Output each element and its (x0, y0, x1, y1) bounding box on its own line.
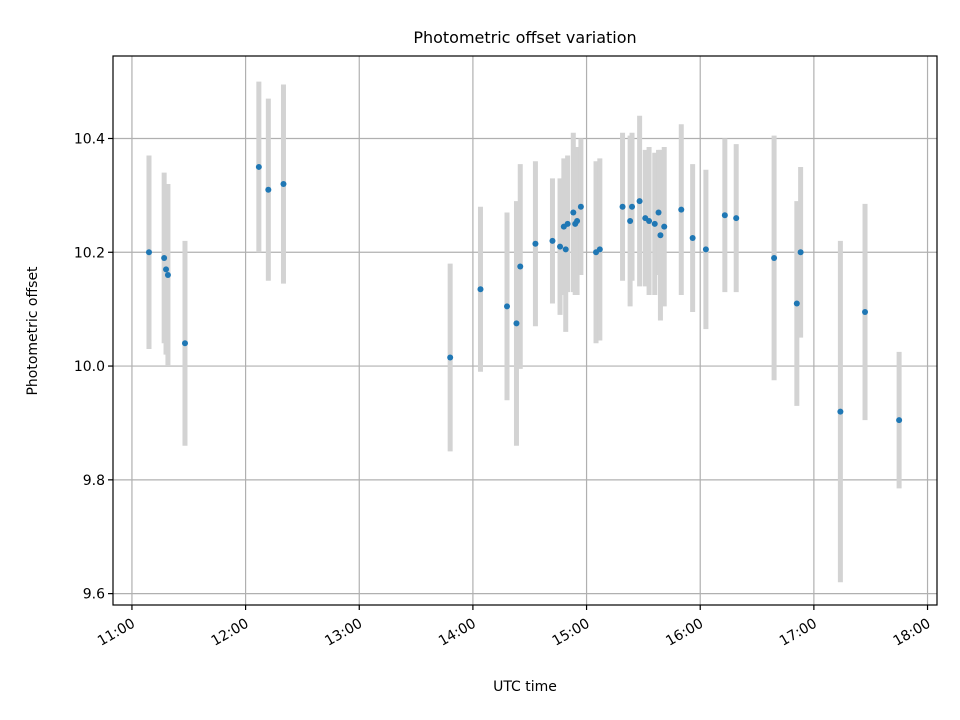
data-point (896, 417, 903, 424)
data-point (513, 320, 520, 327)
data-point (549, 237, 556, 244)
data-point (636, 198, 643, 205)
data-point (504, 303, 511, 310)
chart-title: Photometric offset variation (413, 28, 636, 47)
data-point (651, 220, 658, 227)
data-point (689, 235, 696, 242)
data-point (793, 300, 800, 307)
plot-area-frame (112, 55, 938, 606)
data-point (661, 223, 668, 230)
data-point (619, 203, 626, 210)
data-point (562, 246, 569, 253)
data-point (265, 186, 272, 193)
data-point (837, 408, 844, 415)
data-point (164, 272, 171, 279)
data-point (577, 203, 584, 210)
y-tick-label: 10.2 (74, 245, 105, 261)
data-point (161, 254, 168, 261)
data-point (145, 249, 152, 256)
x-axis-label: UTC time (493, 679, 557, 695)
y-axis-ticks: 9.6 9.8 10.0 10.2 10.4 (74, 131, 113, 603)
data-point (280, 181, 287, 188)
data-point (646, 217, 653, 224)
data-point (655, 209, 662, 216)
y-axis-label: Photometric offset (25, 266, 41, 396)
data-point (574, 217, 581, 224)
data-point (629, 203, 636, 210)
data-point (557, 243, 564, 250)
grid (113, 56, 937, 605)
data-point (657, 232, 664, 239)
data-point (570, 209, 577, 216)
y-tick-label: 9.6 (83, 587, 105, 603)
data-point (181, 340, 188, 347)
y-tick-label: 10.0 (74, 359, 105, 375)
data-point (163, 266, 170, 273)
data-point (517, 263, 524, 270)
data-point (596, 246, 603, 253)
data-point (721, 212, 728, 219)
data-point (678, 206, 685, 213)
data-point (532, 240, 539, 247)
data-point (564, 220, 571, 227)
y-tick-label: 10.4 (74, 131, 105, 147)
data-point (702, 246, 709, 253)
y-tick-label: 9.8 (83, 473, 105, 489)
data-point (797, 249, 804, 256)
data-point (771, 254, 778, 261)
data-point (255, 163, 262, 170)
data-point (627, 217, 634, 224)
data-point (862, 309, 869, 316)
data-point (733, 215, 740, 222)
data-point (477, 286, 484, 293)
data-points (145, 163, 903, 424)
data-point (447, 354, 454, 361)
